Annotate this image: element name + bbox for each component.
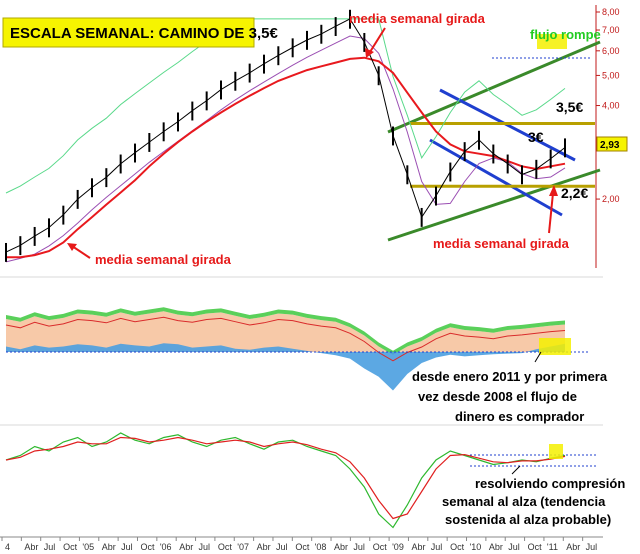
x-tick-label: '11 — [547, 542, 558, 552]
osc-note-pointer — [511, 465, 521, 475]
x-tick-label: Jul — [199, 542, 211, 552]
x-tick-label: Jul — [586, 542, 598, 552]
x-tick-label: Abr — [334, 542, 348, 552]
x-tick-label: Jul — [353, 542, 365, 552]
series-long-average — [6, 56, 566, 259]
x-tick-label: Abr — [489, 542, 503, 552]
x-tick-label: '08 — [315, 542, 327, 552]
series-flow-overlay — [5, 18, 566, 194]
level-label-3-5: 3,5€ — [556, 99, 583, 115]
x-tick-label: Oct — [218, 542, 233, 552]
osc-note-line1: resolviendo compresión — [475, 476, 625, 491]
arrow-ma-top-head — [365, 48, 374, 58]
osc-slow-line — [5, 436, 566, 520]
time-axis: 4 Abr Jul Oct '05 Abr Jul Oct '06 Abr Jul Oct '07 Abr… — [0, 536, 603, 552]
last-price-value: 2,93 — [600, 140, 620, 151]
flow-highlight-box — [539, 338, 571, 355]
y-tick-label: 5,00 — [602, 70, 620, 80]
y-tick-label: 7,00 — [602, 25, 620, 35]
x-tick-label: Abr — [24, 542, 38, 552]
x-tick-label: Abr — [566, 542, 580, 552]
x-tick-label: '05 — [82, 542, 94, 552]
osc-highlight-box — [549, 444, 563, 459]
y-tick-label: 8,00 — [602, 7, 620, 17]
chart-title: ESCALA SEMANAL: CAMINO DE 3,5€ — [10, 25, 278, 42]
annotation-ma-top: media semanal girada — [349, 11, 486, 26]
arrow-ma-right-head — [549, 185, 558, 196]
flow-note-line2: vez desde 2008 el flujo de — [418, 389, 577, 404]
last-price-tag — [596, 136, 628, 152]
flow-area-secondary — [6, 343, 565, 391]
oscillator-panel — [5, 432, 596, 529]
y-tick-label: 6,00 — [602, 46, 620, 56]
x-tick-label: '10 — [470, 542, 482, 552]
x-tick-label: Jul — [44, 542, 56, 552]
level-label-2-2: 2,2€ — [561, 185, 588, 201]
x-tick-label: Oct — [63, 542, 78, 552]
x-tick-label: Oct — [140, 542, 155, 552]
flow-note-line3: dinero es comprador — [455, 409, 584, 424]
arrow-ma-left — [71, 245, 91, 259]
x-tick-label: Abr — [411, 542, 425, 552]
annotation-flujo: flujo rompe — [530, 27, 601, 42]
arrow-ma-right — [548, 192, 554, 234]
arrow-ma-top — [369, 27, 386, 53]
y-tick-label: 2,00 — [602, 194, 620, 204]
flujo-highlight-box — [537, 34, 567, 49]
x-tick-label: Jul — [508, 542, 520, 552]
flow-note-line1: desde enero 2011 y por primera — [412, 369, 608, 384]
x-tick-label: Oct — [295, 542, 310, 552]
series-price — [5, 18, 566, 253]
x-tick-label: Jul — [121, 542, 133, 552]
arrow-ma-left-head — [67, 243, 77, 251]
y-tick-label: 4,00 — [602, 101, 620, 111]
money-flow-panel — [5, 307, 590, 391]
annotation-ma-left: media semanal girada — [95, 252, 232, 267]
flow-area-main — [6, 311, 565, 355]
title-box — [2, 17, 255, 48]
x-tick-label: Abr — [179, 542, 193, 552]
osc-note-line2: semanal al alza (tendencia — [442, 494, 606, 509]
x-tick-label: Jul — [276, 542, 288, 552]
x-tick-label: Oct — [373, 542, 388, 552]
price-panel — [5, 9, 601, 263]
osc-note-line3: sostenida al alza probable) — [445, 512, 611, 527]
flow-note-pointer — [534, 351, 542, 363]
x-tick-label: '09 — [392, 542, 404, 552]
x-tick-label: Abr — [102, 542, 116, 552]
level-label-3: 3€ — [528, 129, 544, 145]
x-tick-label: '06 — [160, 542, 172, 552]
channel-lower-line — [387, 168, 601, 242]
x-tick-label: Oct — [528, 542, 543, 552]
x-tick-label: Oct — [450, 542, 465, 552]
x-tick-label: '07 — [237, 542, 249, 552]
series-short-average — [5, 35, 566, 263]
x-tick-label: Jul — [431, 542, 443, 552]
channel-upper-line — [387, 40, 601, 134]
x-tick-label: Abr — [257, 542, 271, 552]
wedge-lower-line — [429, 138, 563, 217]
annotation-ma-right: media semanal girada — [433, 236, 570, 251]
flow-signal-line — [5, 316, 566, 362]
x-tick-label: 4 — [5, 542, 10, 552]
